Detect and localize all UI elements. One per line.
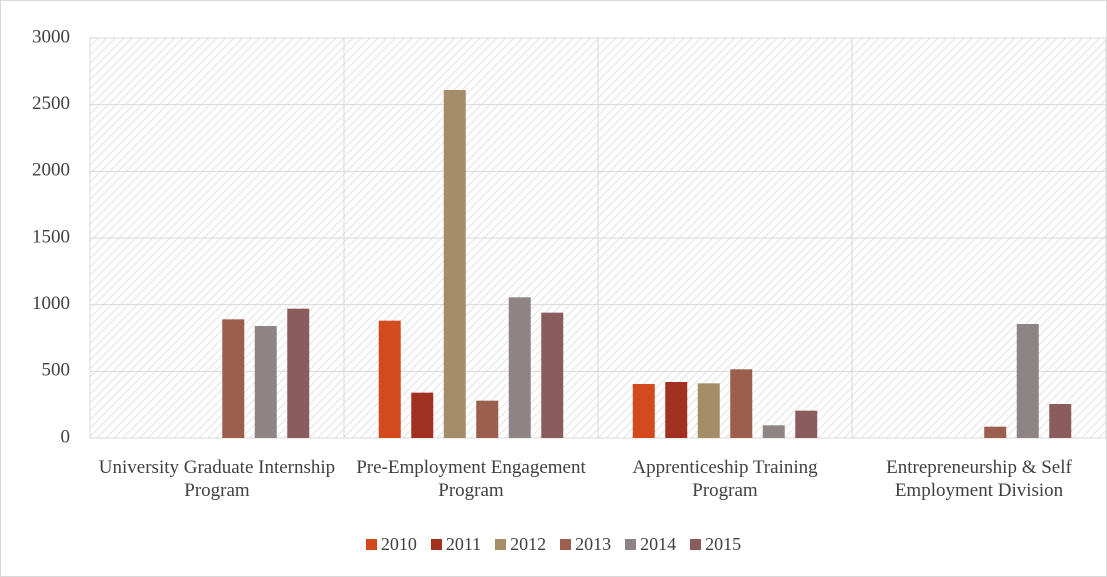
bar	[795, 410, 818, 438]
legend-label: 2013	[575, 534, 612, 554]
bar	[378, 320, 401, 438]
bar	[665, 382, 688, 438]
legend-label: 2015	[705, 534, 742, 554]
bar	[476, 400, 499, 438]
legend-item: 2012	[495, 534, 546, 555]
legend-item: 2014	[625, 534, 676, 555]
x-tick-label: University Graduate Internship Program	[98, 457, 336, 501]
bar	[222, 319, 245, 438]
bar	[411, 392, 434, 438]
legend-swatch	[560, 539, 572, 550]
y-tick-label: 500	[42, 360, 71, 381]
legend-swatch	[625, 539, 637, 550]
legend-swatch	[430, 539, 442, 550]
bar	[697, 383, 720, 438]
y-tick-label: 2500	[32, 93, 70, 114]
legend-label: 2012	[510, 534, 547, 554]
x-tick-label: Apprenticeship Training Program	[632, 457, 818, 501]
bar	[762, 425, 785, 438]
y-tick-label: 1000	[32, 293, 70, 314]
legend-label: 2010	[380, 534, 417, 554]
y-tick-label: 0	[61, 426, 71, 447]
legend-label: 2014	[640, 534, 677, 554]
bar	[1016, 324, 1039, 438]
y-tick-label: 1500	[32, 226, 70, 247]
legend: 2010 2011 2012 2013 2014 2015	[0, 534, 1107, 555]
bar	[541, 312, 564, 438]
legend-item: 2015	[690, 534, 741, 555]
bar	[443, 90, 466, 438]
legend-swatch	[495, 539, 507, 550]
legend-item: 2010	[365, 534, 417, 555]
x-tick-label: Entrepreneurship & Self Employment Divis…	[886, 457, 1072, 501]
bar	[508, 297, 531, 438]
legend-swatch	[690, 539, 702, 550]
bar	[632, 384, 655, 438]
legend-item: 2013	[560, 534, 611, 555]
bar	[984, 426, 1007, 438]
legend-swatch	[365, 539, 377, 550]
legend-item: 2011	[430, 534, 482, 555]
bar	[287, 308, 310, 438]
bar	[1049, 404, 1072, 438]
y-tick-label: 3000	[32, 26, 70, 47]
bar	[254, 326, 277, 438]
bar	[730, 369, 753, 438]
x-tick-label: Pre-Employment Engagement Program	[356, 457, 586, 501]
legend-label: 2011	[445, 534, 482, 554]
y-tick-label: 2000	[32, 160, 70, 181]
